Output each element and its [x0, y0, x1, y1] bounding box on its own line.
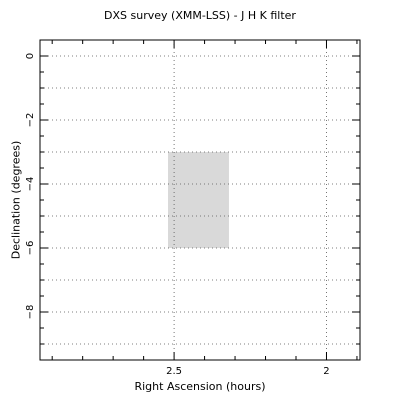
y-tick-label: −6 — [25, 241, 36, 256]
y-tick-label: 0 — [25, 53, 36, 59]
y-tick-label: −8 — [25, 305, 36, 320]
x-axis-label: Right Ascension (hours) — [134, 380, 266, 393]
y-tick-label: −2 — [25, 113, 36, 128]
x-tick-label: 2.5 — [166, 366, 182, 377]
y-tick-label: −4 — [25, 177, 36, 192]
x-tick-label: 2 — [323, 366, 329, 377]
survey-region-0 — [168, 152, 229, 248]
chart-title: DXS survey (XMM-LSS) - J H K filter — [104, 9, 296, 22]
